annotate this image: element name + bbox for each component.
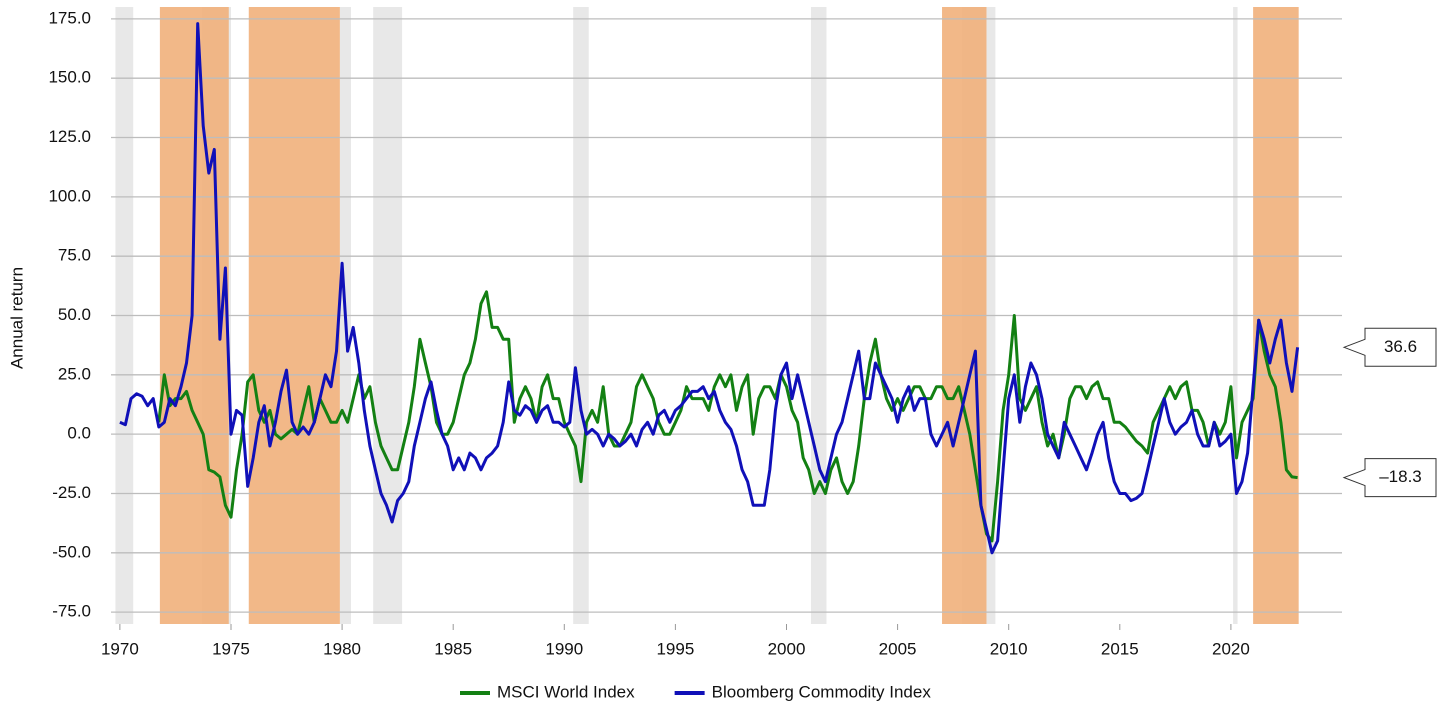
grid (111, 18, 1342, 630)
y-axis-label: Annual return (7, 267, 26, 369)
lines (119, 22, 1300, 555)
y-tick-label: 150.0 (48, 68, 91, 87)
x-tick-label: 2005 (879, 639, 917, 658)
y-tick-label: -50.0 (52, 542, 91, 561)
x-tick-label: 1995 (656, 639, 694, 658)
x-tick-label: 2020 (1212, 639, 1250, 658)
x-tick-label: 1980 (323, 639, 361, 658)
x-tick-label: 1990 (545, 639, 583, 658)
y-tick-label: 50.0 (58, 305, 91, 324)
callout-box (1342, 458, 1437, 498)
series-line (157, 290, 1298, 543)
y-tick-label: 25.0 (58, 364, 91, 383)
x-tick-label: 2015 (1101, 639, 1139, 658)
x-tick-label: 2000 (768, 639, 806, 658)
y-tick-label: 75.0 (58, 246, 91, 265)
callout-box (1342, 327, 1437, 367)
legend-label: MSCI World Index (497, 682, 635, 701)
y-tick-label: -25.0 (52, 483, 91, 502)
callout-label: 36.6 (1384, 337, 1417, 356)
callout-label: –18.3 (1379, 467, 1422, 486)
y-tick-label: 100.0 (48, 186, 91, 205)
x-tick-label: 1985 (434, 639, 472, 658)
x-tick-label: 1970 (101, 639, 139, 658)
y-tick-label: 125.0 (48, 127, 91, 146)
legend-label: Bloomberg Commodity Index (712, 682, 932, 701)
y-tick-label: -75.0 (52, 602, 91, 621)
series-line (119, 22, 1300, 555)
x-tick-label: 2010 (990, 639, 1028, 658)
x-tick-label: 1975 (212, 639, 250, 658)
y-tick-label: 175.0 (48, 8, 91, 27)
y-tick-label: 0.0 (67, 424, 91, 443)
